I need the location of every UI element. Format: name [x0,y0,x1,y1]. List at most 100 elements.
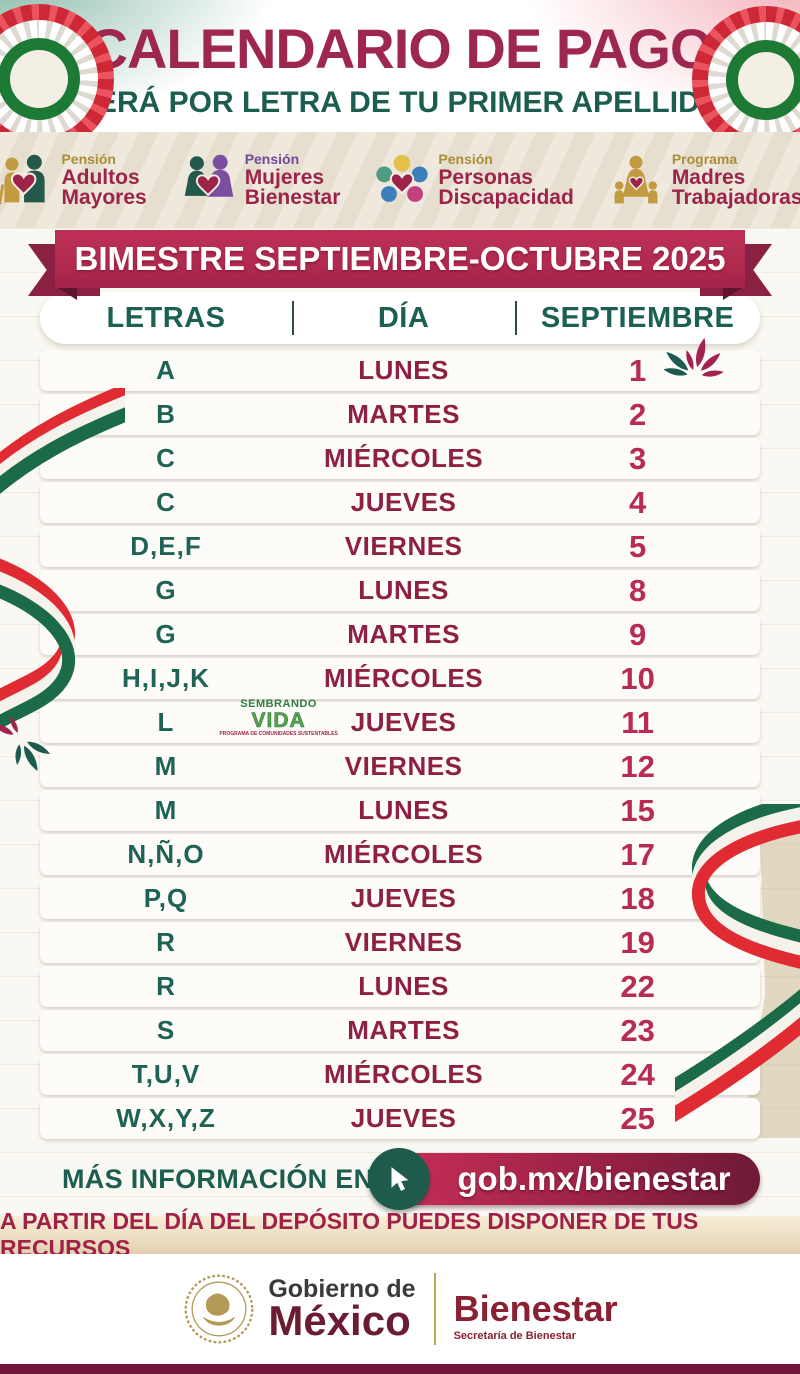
page-title: CALENDARIO DE PAGO [87,17,714,80]
mujeres-bienestar-icon [184,154,233,197]
payment-table: LETRAS DÍA SEPTIEMBRE A LUNES 1 B MARTES… [40,292,760,1139]
gobmx-link-pill[interactable]: gob.mx/bienestar [392,1153,760,1205]
table-row: H,I,J,K MIÉRCOLES 10 [40,658,760,699]
bimester-banner: BIMESTRE SEPTIEMBRE-OCTUBRE 2025 [0,228,800,300]
row-letters: W,X,Y,Z [116,1103,216,1133]
row-date: 25 [620,1100,655,1136]
sembrando-vida-title: VIDA [251,709,306,732]
row-letters: G [155,619,177,649]
mexico-eagle-seal-icon [184,1274,254,1344]
row-day: LUNES [358,971,449,1001]
row-letters: S [156,1015,176,1045]
row-day: MIÉRCOLES [324,839,484,869]
row-day: VIERNES [344,751,463,781]
table-row: W,X,Y,Z JUEVES 25 [40,1098,760,1139]
row-day: MIÉRCOLES [324,663,484,693]
row-letters: M [154,751,178,781]
personas-discapacidad-icon [376,154,429,202]
row-date: 15 [620,792,655,828]
row-date: 22 [620,968,655,1004]
program-name: Adultos [61,166,140,190]
row-day: MARTES [347,1015,460,1045]
row-letters: R [156,971,176,1001]
row-letters: H,I,J,K [122,663,210,693]
table-row: A LUNES 1 [40,350,760,391]
row-date: 9 [628,616,647,652]
table-row: R VIERNES 19 [40,922,760,963]
row-letters: C [156,487,176,517]
program-name: Personas [438,166,533,190]
header-divider [515,301,518,335]
program-tag: Pensión [61,151,116,168]
table-row: C JUEVES 4 [40,482,760,523]
table-row: R LUNES 22 [40,966,760,1007]
row-day: JUEVES [350,1103,457,1133]
program-name: Trabajadoras [671,186,800,209]
notice-text: A PARTIR DEL DÍA DEL DEPÓSITO PUEDES DIS… [0,1208,699,1261]
program-adultos-mayores: Pensión Adultos Mayores [0,152,147,208]
row-letters: C [156,443,176,473]
gobmx-url[interactable]: gob.mx/bienestar [457,1160,731,1197]
program-name: Discapacidad [438,186,574,209]
row-day: MIÉRCOLES [324,1059,484,1089]
gov-main-text: México [268,1296,411,1344]
row-day: MARTES [347,619,460,649]
table-row: T,U,V MIÉRCOLES 24 [40,1054,760,1095]
madres-trabajadoras-icon [614,155,658,204]
program-name: Mujeres [244,166,325,190]
row-day: LUNES [358,795,449,825]
row-date: 2 [628,396,647,432]
more-info-row: MÁS INFORMACIÓN EN: gob.mx/bienestar [0,1142,800,1216]
row-letters: P,Q [143,883,189,913]
row-day: LUNES [358,355,449,385]
adultos-mayores-icon [0,154,46,205]
agency-subtitle: Secretaría de Bienestar [453,1329,576,1342]
sembrando-vida-subtitle: PROGRAMA DE COMUNIDADES SUSTENTABLES [219,731,338,737]
row-day: MARTES [347,399,460,429]
sembrando-vida-badge: SEMBRANDO VIDA PROGRAMA DE COMUNIDADES S… [219,698,337,737]
rosette-icon [0,4,114,154]
row-date: 3 [628,440,647,476]
row-day: JUEVES [350,487,457,517]
row-date: 5 [628,528,647,564]
row-date: 11 [621,704,654,740]
table-row: M LUNES 15 [40,790,760,831]
row-letters: G [155,575,177,605]
agency-name: Bienestar [453,1287,618,1329]
row-day: VIERNES [344,927,463,957]
table-row: G LUNES 8 [40,570,760,611]
program-name: Madres [671,166,746,190]
row-date: 1 [628,352,647,388]
program-tag: Programa [671,151,738,168]
gov-top-text: Gobierno de [268,1274,416,1303]
table-row: N,Ñ,O MIÉRCOLES 17 [40,834,760,875]
row-date: 23 [620,1012,655,1048]
column-header-month: SEPTIEMBRE [540,301,735,334]
page-subtitle: SERÁ POR LETRA DE TU PRIMER APELLIDO [76,86,724,119]
rosette-icon [692,6,800,154]
row-day: VIERNES [344,531,463,561]
row-day: MIÉRCOLES [324,443,484,473]
bimester-ribbon: BIMESTRE SEPTIEMBRE-OCTUBRE 2025 [55,230,745,288]
row-day: JUEVES [350,883,457,913]
row-date: 17 [620,836,655,872]
more-info-label: MÁS INFORMACIÓN EN: [62,1163,383,1194]
table-header: LETRAS DÍA SEPTIEMBRE [40,292,760,344]
cursor-icon [368,1148,430,1210]
program-name: Mayores [61,186,147,209]
sembrando-vida-top: SEMBRANDO [240,698,317,710]
table-row: C MIÉRCOLES 3 [40,438,760,479]
row-letters: T,U,V [131,1059,201,1089]
header: CALENDARIO DE PAGO SERÁ POR LETRA DE TU … [0,0,800,154]
row-date: 18 [620,880,655,916]
table-row: M VIERNES 12 [40,746,760,787]
row-date: 12 [620,748,655,784]
program-madres-trabajadoras: Programa Madres Trabajadoras [608,152,800,208]
column-header-day: DÍA [377,301,430,334]
row-date: 8 [628,572,647,608]
row-date: 4 [628,484,647,520]
row-letters: R [156,927,176,957]
row-letters: B [156,399,176,429]
table-row: L JUEVES 11 SEMBRANDO VIDA PROGRAMA DE C… [40,698,760,743]
